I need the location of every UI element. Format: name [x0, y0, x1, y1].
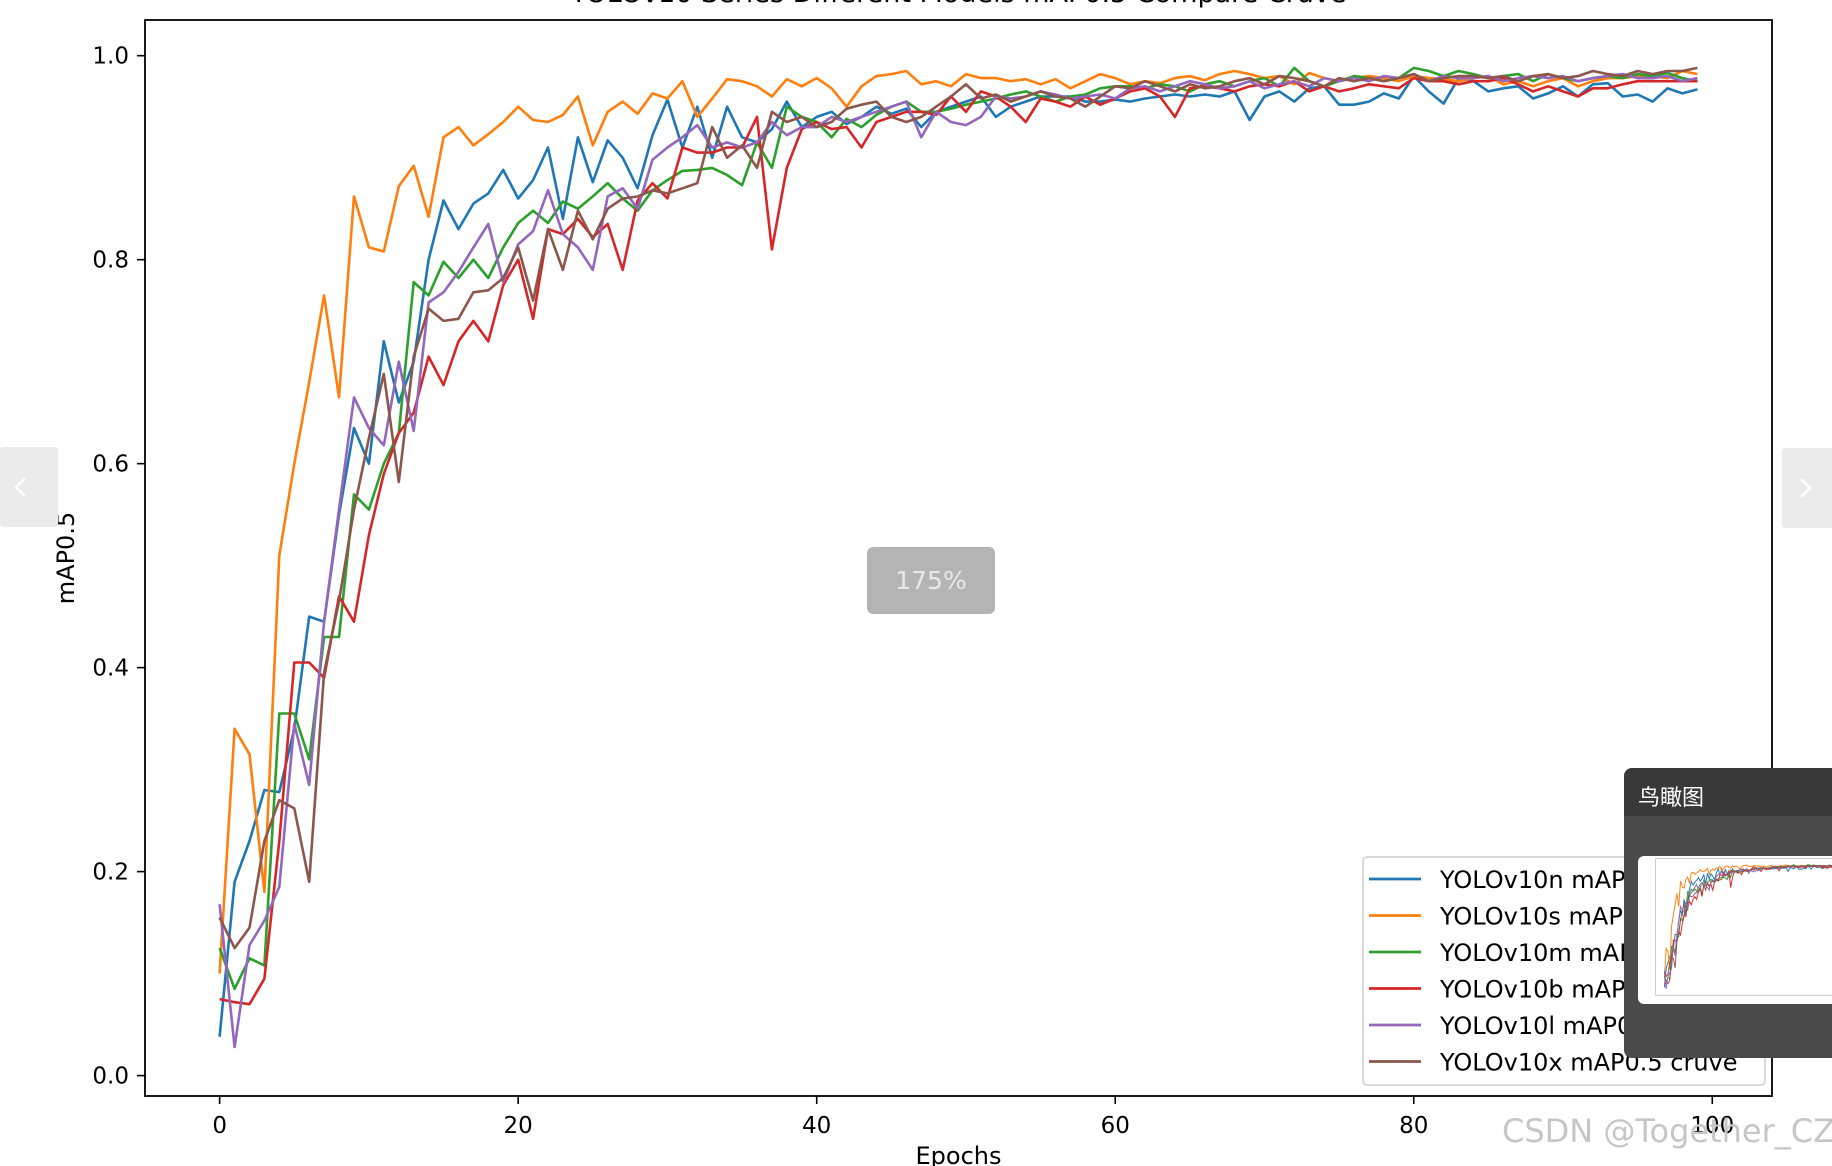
thumbnail-series-line-0	[1663, 864, 1832, 988]
birdseye-panel[interactable]: 鸟瞰图	[1624, 768, 1832, 1058]
series-line-2	[218, 66, 1698, 991]
y-tick-label: 0.6	[92, 452, 129, 478]
next-image-button[interactable]	[1782, 448, 1832, 528]
watermark: CSDN @Together_CZ	[1502, 1112, 1832, 1150]
x-tick-label: 0	[212, 1113, 227, 1139]
chevron-left-icon	[14, 477, 26, 497]
birdseye-thumbnail[interactable]	[1638, 856, 1832, 1004]
thumbnail-series-line-5	[1663, 864, 1832, 978]
y-tick-label: 0.4	[92, 656, 129, 682]
thumbnail-frame	[1655, 858, 1832, 996]
chart-title: YOLOv10 Series Different Models mAP0.5 C…	[569, 0, 1346, 9]
thumbnail-series-line-3	[1664, 865, 1832, 985]
y-tick-label: 1.0	[92, 44, 129, 70]
series-line-3	[219, 76, 1698, 1006]
thumbnail-chart	[1655, 858, 1832, 996]
y-tick-label: 0.8	[92, 248, 129, 274]
chevron-right-icon	[1800, 478, 1812, 498]
y-tick-label: 0.2	[92, 860, 129, 886]
x-tick-label: 60	[1101, 1113, 1130, 1139]
x-axis-label: Epochs	[916, 1142, 1002, 1166]
plot-frame	[144, 19, 1773, 1097]
birdseye-header: 鸟瞰图	[1624, 768, 1832, 816]
x-tick-label: 80	[1399, 1113, 1428, 1139]
previous-image-button[interactable]	[0, 447, 58, 527]
thumbnail-series-line-4	[1663, 864, 1832, 989]
y-tick-label: 0.0	[92, 1064, 129, 1090]
series-line-1	[218, 69, 1698, 974]
x-tick-label: 100	[1690, 1113, 1734, 1139]
birdseye-title: 鸟瞰图	[1638, 786, 1705, 811]
y-axis-label: mAP0.5	[52, 512, 80, 604]
zoom-level-indicator: 175%	[867, 547, 995, 614]
thumbnail-series-line-1	[1663, 864, 1832, 980]
series-line-5	[218, 66, 1698, 950]
x-tick-label: 40	[802, 1113, 831, 1139]
x-tick-label: 20	[504, 1113, 533, 1139]
